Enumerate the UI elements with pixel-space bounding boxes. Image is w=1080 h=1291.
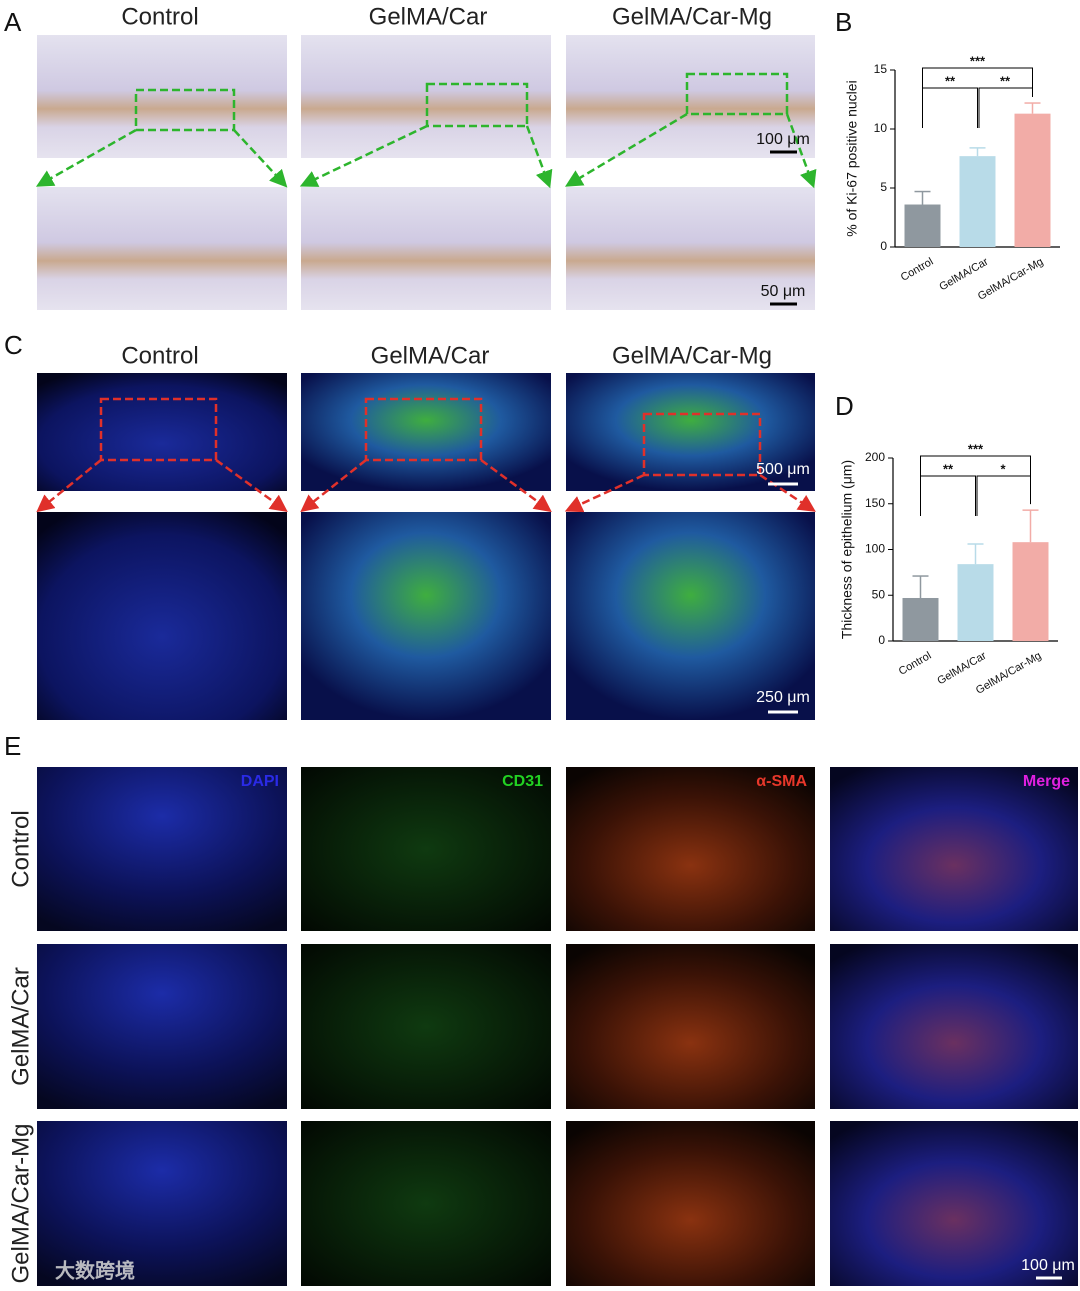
x-tick-label: Control — [897, 650, 934, 678]
scale-bar-label: 100 μm — [756, 131, 810, 148]
micrograph — [37, 1121, 287, 1286]
x-tick-label: Control — [899, 256, 936, 284]
zoom-arrow — [785, 113, 817, 189]
significance-label: *** — [968, 441, 984, 456]
micrograph — [830, 944, 1078, 1109]
micrograph — [566, 373, 815, 491]
zoom-arrow — [299, 124, 428, 187]
micrograph — [566, 512, 815, 720]
bar — [957, 564, 994, 641]
significance-label: ** — [945, 73, 956, 88]
panel-label: D — [835, 391, 854, 421]
y-axis-label: % of Ki-67 positive nuclei — [844, 80, 860, 236]
zoom-box — [364, 397, 483, 462]
y-tick-label: 0 — [878, 633, 885, 647]
row-label: GelMA/Car-Mg — [7, 1123, 34, 1283]
micrograph — [566, 1121, 815, 1286]
panel-c-images — [36, 373, 816, 720]
bar — [1012, 542, 1049, 641]
row-label: Control — [7, 810, 34, 887]
significance-bracket — [976, 475, 1031, 516]
significance-bracket — [920, 455, 1031, 496]
zoom-arrow — [35, 128, 137, 187]
channel-label: DAPI — [241, 773, 279, 790]
y-tick-label: 100 — [865, 542, 885, 556]
zoom-box — [685, 72, 789, 116]
scale-bar-label: 100 μm — [1021, 1257, 1075, 1274]
micrograph — [566, 767, 815, 931]
significance-bracket — [922, 67, 1033, 108]
y-tick-label: 5 — [880, 180, 887, 194]
bar — [959, 156, 996, 247]
micrograph — [37, 944, 287, 1109]
zoom-arrow — [215, 458, 288, 513]
micrograph — [301, 767, 551, 931]
significance-label: ** — [1000, 73, 1011, 88]
zoom-arrow — [564, 473, 645, 513]
micrograph — [37, 187, 287, 310]
significance-label: *** — [970, 53, 986, 68]
micrograph — [301, 1121, 551, 1286]
micrograph — [566, 35, 815, 158]
zoom-arrow — [525, 125, 553, 189]
column-title: GelMA/Car-Mg — [612, 342, 772, 369]
micrograph — [37, 373, 287, 491]
significance-label: ** — [943, 461, 954, 476]
micrograph — [830, 767, 1078, 931]
y-tick-label: 200 — [865, 450, 885, 464]
micrograph — [37, 767, 287, 931]
channel-label: α-SMA — [756, 773, 807, 790]
significance-bracket — [920, 475, 976, 516]
row-label: GelMA/Car — [7, 967, 34, 1086]
micrograph — [301, 187, 551, 310]
y-tick-label: 0 — [880, 239, 887, 253]
zoom-box — [99, 397, 218, 462]
column-title: GelMA/Car — [371, 342, 490, 369]
scale-bar-label: 250 μm — [756, 689, 810, 706]
column-title: Control — [121, 3, 198, 30]
panel-label: A — [4, 7, 22, 37]
zoom-arrow — [564, 112, 688, 187]
zoom-arrow — [480, 458, 552, 513]
y-axis-label: Thickness of epithelium (μm) — [839, 460, 855, 639]
zoom-arrow — [759, 473, 816, 512]
channel-label: Merge — [1023, 773, 1070, 790]
panel-label: C — [4, 330, 23, 360]
micrograph — [566, 187, 815, 310]
zoom-arrow — [300, 459, 367, 513]
panel-label: E — [4, 731, 21, 761]
micrograph — [37, 512, 287, 720]
panel-e-images — [37, 767, 1078, 1286]
bar — [902, 597, 939, 641]
panel-a-images — [35, 35, 817, 310]
y-tick-label: 10 — [874, 121, 888, 135]
micrograph — [301, 512, 551, 720]
zoom-box — [134, 88, 236, 132]
significance-label: * — [1000, 461, 1006, 476]
column-title: Control — [121, 342, 198, 369]
channel-label: CD31 — [502, 773, 543, 790]
panel-label: B — [835, 7, 852, 37]
significance-bracket — [922, 87, 978, 128]
zoom-arrow — [36, 459, 102, 513]
scale-bar-label: 50 μm — [761, 283, 806, 300]
micrograph — [37, 35, 287, 158]
y-tick-label: 50 — [872, 587, 886, 601]
micrograph — [830, 1121, 1078, 1286]
micrograph — [301, 373, 551, 491]
watermark: 大数跨境 — [55, 1258, 135, 1282]
scale-bar-label: 500 μm — [756, 461, 810, 478]
micrograph — [301, 944, 551, 1109]
y-tick-label: 150 — [865, 496, 885, 510]
y-tick-label: 15 — [874, 62, 888, 76]
column-title: GelMA/Car — [369, 3, 488, 30]
zoom-box — [642, 412, 762, 477]
micrograph — [566, 944, 815, 1109]
column-title: GelMA/Car-Mg — [612, 3, 772, 30]
bar — [1014, 113, 1051, 247]
bar — [904, 204, 941, 247]
zoom-arrow — [233, 129, 288, 188]
zoom-box — [425, 82, 529, 128]
